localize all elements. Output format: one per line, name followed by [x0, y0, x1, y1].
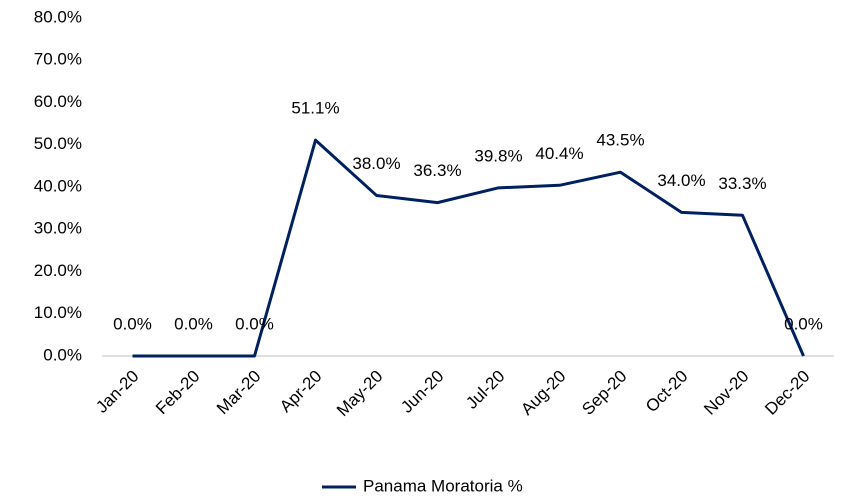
- data-label: 51.1%: [291, 99, 339, 118]
- data-label: 40.4%: [535, 144, 583, 163]
- y-tick-label: 30.0%: [34, 219, 82, 238]
- data-label: 38.0%: [352, 154, 400, 173]
- x-tick-label: Jun-20: [397, 367, 447, 417]
- x-tick-label: Nov-20: [700, 367, 752, 419]
- legend-label: Panama Moratoria %: [363, 476, 523, 495]
- data-label: 0.0%: [235, 314, 274, 333]
- x-tick-label: Aug-20: [517, 367, 569, 419]
- data-label: 36.3%: [413, 161, 461, 180]
- y-tick-label: 20.0%: [34, 261, 82, 280]
- data-label: 39.8%: [474, 146, 522, 165]
- x-tick-label: May-20: [333, 367, 387, 421]
- y-tick-label: 10.0%: [34, 303, 82, 322]
- x-tick-label: Dec-20: [761, 367, 813, 419]
- data-label: 34.0%: [657, 171, 705, 190]
- y-tick-label: 0.0%: [43, 345, 82, 364]
- x-tick-label: Feb-20: [152, 367, 204, 419]
- x-tick-label: Mar-20: [213, 367, 265, 419]
- x-tick-label: Apr-20: [276, 367, 326, 417]
- data-label: 33.3%: [718, 174, 766, 193]
- x-tick-label: Oct-20: [642, 367, 692, 417]
- series-line: [132, 138, 805, 358]
- x-tick-label: Jul-20: [462, 367, 508, 413]
- data-label: 0.0%: [174, 314, 213, 333]
- y-tick-label: 80.0%: [34, 7, 82, 26]
- y-tick-label: 60.0%: [34, 92, 82, 111]
- y-tick-label: 50.0%: [34, 134, 82, 153]
- y-tick-label: 70.0%: [34, 50, 82, 69]
- x-tick-label: Jan-20: [92, 367, 142, 417]
- data-label: 43.5%: [596, 131, 644, 150]
- data-label: 0.0%: [784, 314, 823, 333]
- y-tick-label: 40.0%: [34, 176, 82, 195]
- x-tick-label: Sep-20: [578, 367, 630, 419]
- data-label: 0.0%: [113, 314, 152, 333]
